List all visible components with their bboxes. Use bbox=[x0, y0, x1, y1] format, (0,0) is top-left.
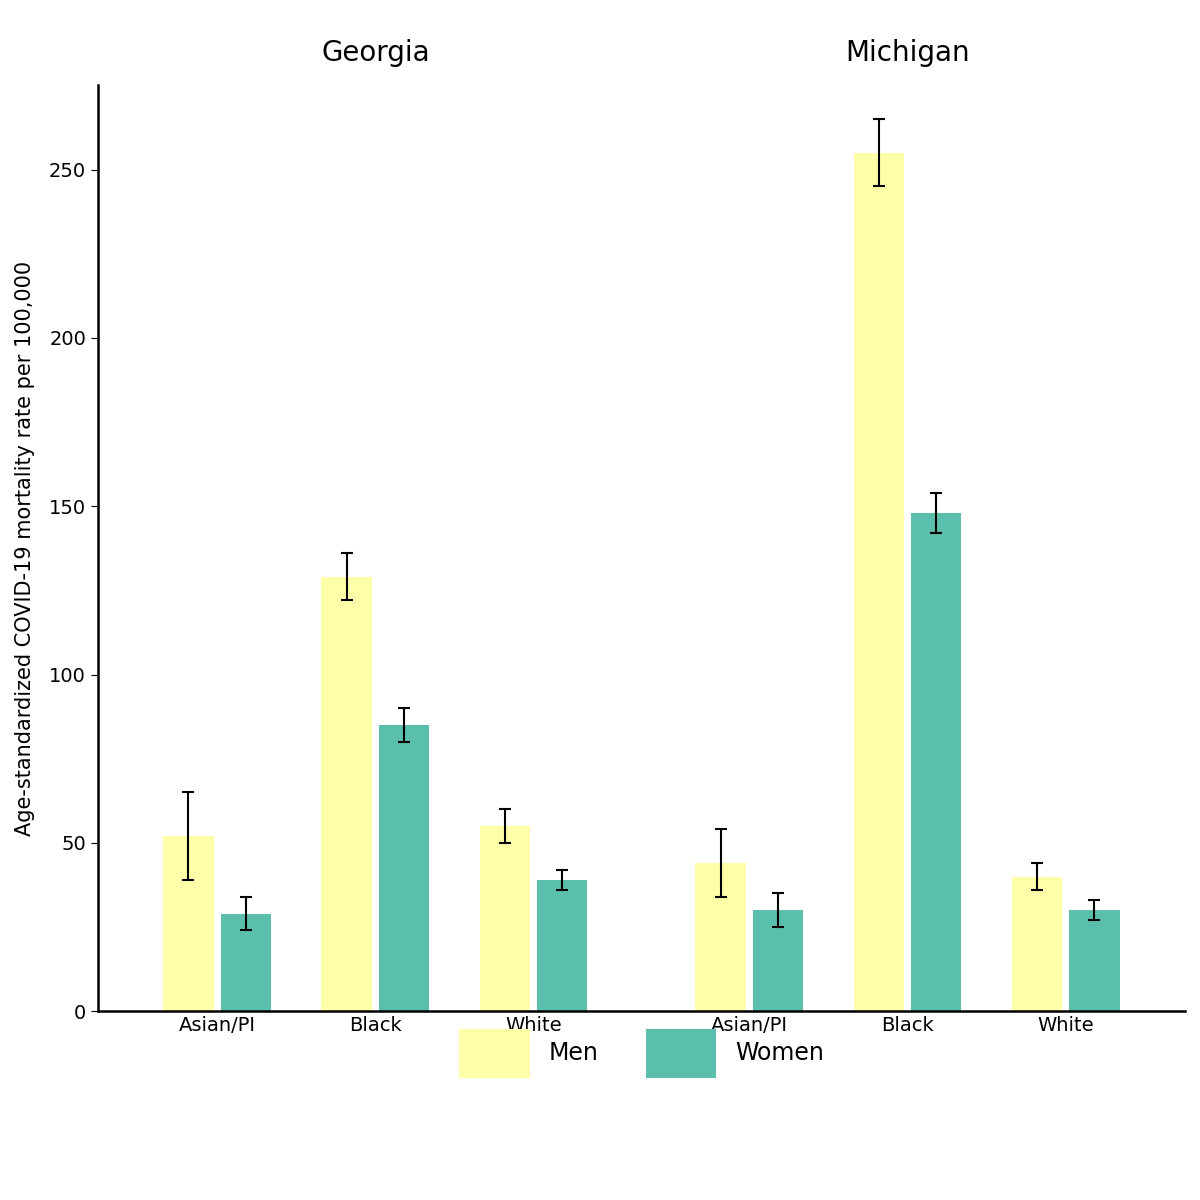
Bar bbox=[163, 836, 214, 1012]
Bar bbox=[379, 725, 430, 1012]
Bar bbox=[1012, 876, 1062, 1012]
Bar bbox=[538, 880, 588, 1012]
Bar bbox=[1069, 910, 1120, 1012]
Bar bbox=[322, 577, 372, 1012]
Bar bbox=[752, 910, 803, 1012]
Bar bbox=[911, 512, 961, 1012]
Bar bbox=[480, 826, 530, 1012]
Bar bbox=[695, 863, 745, 1012]
Text: Georgia: Georgia bbox=[322, 38, 430, 67]
Bar bbox=[853, 152, 904, 1012]
Legend: Men, Women: Men, Women bbox=[436, 1006, 847, 1102]
Bar bbox=[221, 913, 271, 1012]
Text: Michigan: Michigan bbox=[845, 38, 970, 67]
Y-axis label: Age-standardized COVID-19 mortality rate per 100,000: Age-standardized COVID-19 mortality rate… bbox=[14, 260, 35, 836]
